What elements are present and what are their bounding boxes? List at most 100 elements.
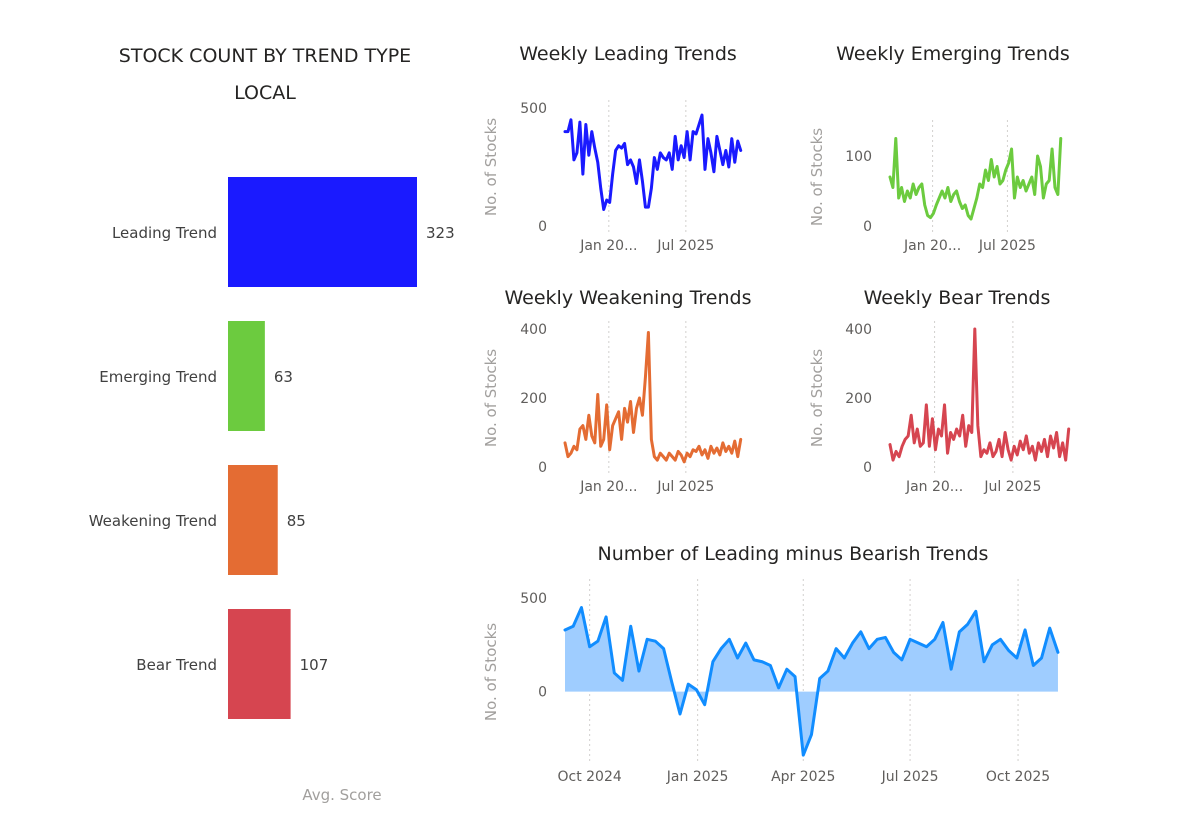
data-point	[686, 131, 688, 133]
data-point	[635, 182, 638, 185]
data-point	[605, 616, 607, 618]
data-point	[892, 186, 894, 189]
data-point	[722, 442, 724, 444]
data-point	[1040, 450, 1043, 453]
data-point	[950, 200, 952, 203]
data-point	[591, 131, 593, 133]
weekly-leading-trends-chart: Weekly Leading Trends No. of Stocks 0 500 Ja…	[470, 30, 760, 265]
data-point	[1059, 456, 1061, 458]
leading-minus-bearish-svg: Number of Leading minus Bearish Trends No…	[482, 543, 1060, 785]
data-point	[659, 152, 661, 154]
data-point	[761, 661, 763, 663]
data-point	[769, 664, 771, 667]
data-point	[719, 149, 721, 152]
x-tick-label: Apr 2025	[771, 769, 835, 785]
data-point	[585, 123, 587, 126]
data-point	[606, 404, 608, 406]
data-point	[909, 638, 911, 640]
data-point	[632, 431, 635, 434]
data-point	[1051, 148, 1053, 150]
x-tick-label: Jul 2025	[656, 238, 714, 254]
data-point	[941, 190, 943, 192]
data-point	[695, 133, 697, 135]
data-point	[647, 206, 649, 208]
data-point	[1046, 456, 1049, 458]
weekly-weakening-trends-svg: Weekly Weakening Trends No. of Stocks 0 200…	[482, 287, 752, 495]
data-point	[647, 331, 649, 334]
data-point	[819, 677, 821, 680]
data-point	[1010, 148, 1013, 150]
data-point	[974, 328, 976, 330]
data-point	[915, 193, 917, 196]
data-point	[940, 435, 943, 437]
data-point	[668, 452, 670, 454]
chart-title: Weekly Leading Trends	[519, 43, 737, 65]
data-point	[629, 159, 632, 161]
x-tick-label: Jan 20...	[903, 238, 961, 254]
data-point	[609, 449, 611, 451]
data-point	[927, 214, 929, 217]
data-point	[956, 428, 958, 430]
data-point	[579, 121, 581, 123]
bar-bear-trend	[228, 609, 291, 719]
data-point	[638, 159, 641, 161]
y-tick-label: 400	[845, 322, 872, 338]
data-point	[1037, 442, 1040, 444]
x-tick-label: Jan 20...	[579, 479, 637, 495]
data-point	[979, 183, 981, 185]
data-point	[683, 461, 685, 463]
data-point	[895, 450, 897, 453]
data-point	[713, 452, 715, 454]
data-point	[943, 404, 946, 406]
data-point	[689, 456, 691, 458]
data-point	[802, 754, 804, 756]
data-point	[918, 186, 920, 189]
data-point	[949, 431, 952, 434]
data-point	[1037, 155, 1039, 157]
data-point	[656, 168, 658, 170]
data-point	[704, 704, 706, 706]
data-point	[692, 449, 694, 451]
data-point	[635, 407, 638, 409]
data-point	[980, 456, 982, 458]
x-tick-label: Jan 20...	[579, 238, 637, 254]
data-point	[1049, 435, 1052, 437]
data-point	[686, 452, 688, 454]
data-point	[786, 668, 788, 670]
y-axis-title: No. of Stocks	[808, 128, 826, 226]
data-point	[615, 418, 617, 420]
data-point	[612, 173, 614, 175]
data-point	[995, 450, 997, 453]
data-point	[904, 438, 906, 440]
data-point	[921, 183, 923, 185]
y-axis-title: No. of Stocks	[808, 349, 826, 447]
data-point	[641, 414, 644, 416]
data-point	[989, 442, 991, 444]
data-point	[737, 140, 739, 142]
data-point	[835, 648, 837, 650]
data-point	[1052, 447, 1055, 449]
x-tick-label: Jan 2025	[666, 769, 729, 785]
data-point	[934, 638, 936, 640]
data-point	[1019, 186, 1021, 189]
bar-value-label: 63	[274, 368, 293, 386]
data-point	[851, 642, 854, 644]
data-point	[662, 648, 665, 650]
data-point	[1002, 179, 1004, 182]
data-point	[665, 459, 667, 461]
data-point	[597, 393, 599, 396]
data-point	[600, 445, 602, 447]
data-point	[906, 190, 908, 192]
data-point	[626, 164, 629, 166]
data-point	[910, 414, 912, 416]
data-point	[1016, 657, 1018, 659]
data-point	[731, 138, 733, 140]
chart-title: Weekly Weakening Trends	[505, 287, 752, 309]
data-point	[736, 657, 739, 659]
data-point	[1001, 456, 1003, 458]
y-tick-label: 0	[863, 460, 872, 476]
bar-weakening-trend	[228, 465, 278, 575]
data-point	[707, 457, 709, 459]
data-point	[909, 197, 911, 199]
data-point	[698, 445, 700, 447]
